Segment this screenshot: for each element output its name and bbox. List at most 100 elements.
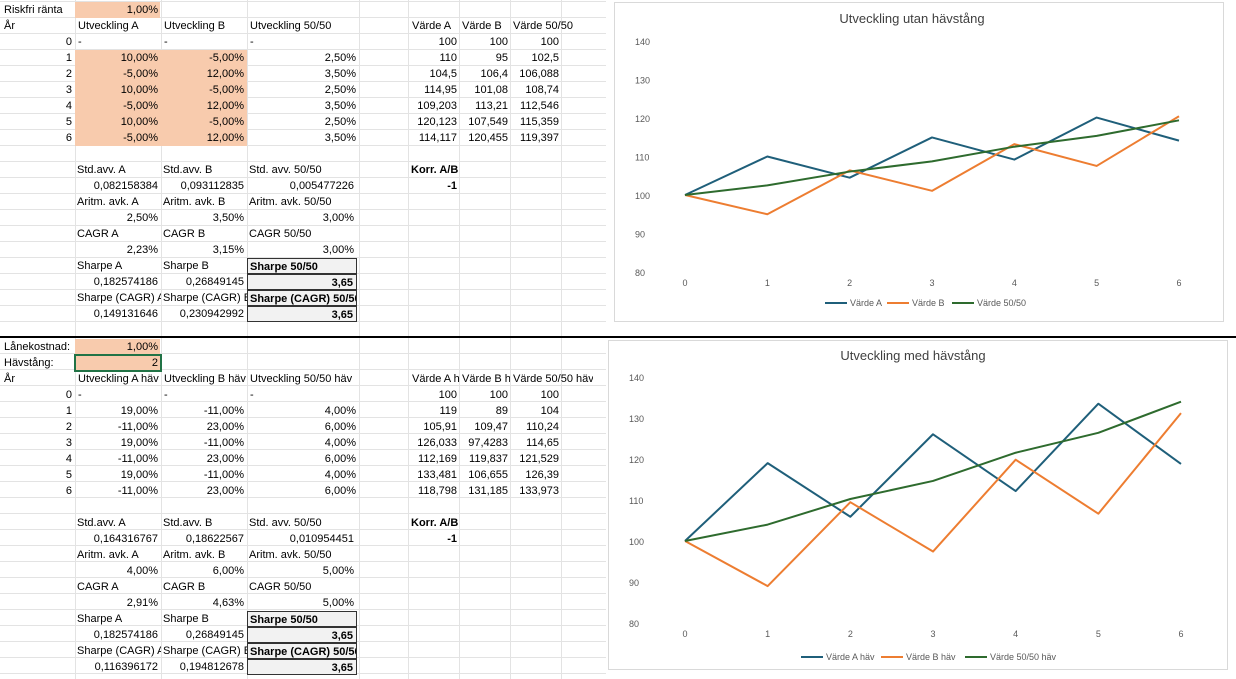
val-a-cell[interactable]: 126,033 bbox=[417, 437, 457, 449]
utv-b-cell[interactable]: 12,00% bbox=[161, 66, 247, 82]
loan-input[interactable]: 1,00% bbox=[75, 339, 160, 355]
sharpec_a-value[interactable]: 0,116396172 bbox=[94, 661, 158, 673]
utv-b-cell[interactable]: - bbox=[164, 36, 168, 48]
utv-b-cell[interactable]: 23,00% bbox=[206, 421, 244, 433]
val-5050-cell[interactable]: 115,359 bbox=[520, 116, 559, 128]
utv-a-cell[interactable]: 19,00% bbox=[120, 437, 158, 449]
val-b-cell[interactable]: 106,655 bbox=[468, 469, 508, 481]
val-b-cell[interactable]: 131,185 bbox=[468, 485, 508, 497]
mean_b-value[interactable]: 6,00% bbox=[212, 565, 244, 577]
mean_b-value[interactable]: 3,50% bbox=[212, 212, 244, 224]
cagr_a-value[interactable]: 2,23% bbox=[126, 244, 158, 256]
val-5050-cell[interactable]: 114,65 bbox=[526, 437, 559, 449]
utv-5050-cell[interactable]: 3,50% bbox=[324, 132, 356, 144]
val-a-cell[interactable]: 118,798 bbox=[418, 485, 457, 497]
utv-5050-cell[interactable]: 2,50% bbox=[324, 84, 356, 96]
val-5050-cell[interactable]: 106,088 bbox=[519, 68, 559, 80]
sharpec_a-value[interactable]: 0,149131646 bbox=[93, 308, 158, 320]
utv-5050-cell[interactable]: 6,00% bbox=[324, 453, 356, 465]
chart-med-havstang[interactable]: Utveckling med hävstång 80 90 100 110 120 130 1… bbox=[608, 340, 1228, 670]
utv-5050-cell[interactable]: 4,00% bbox=[324, 437, 356, 449]
cagr_a-value[interactable]: 2,91% bbox=[126, 597, 158, 609]
val-5050-cell[interactable]: 108,74 bbox=[525, 84, 559, 96]
val-a-cell[interactable]: 105,91 bbox=[423, 421, 457, 433]
std_ab-value[interactable]: 0,005477226 bbox=[289, 180, 354, 192]
utv-a-cell[interactable]: 10,00% bbox=[75, 50, 161, 66]
val-b-cell[interactable]: 100 bbox=[489, 36, 508, 48]
val-5050-cell[interactable]: 133,973 bbox=[519, 485, 559, 497]
val-a-cell[interactable]: 100 bbox=[438, 36, 457, 48]
sharpec_ab-value[interactable]: 3,65 bbox=[247, 306, 357, 322]
val-a-cell[interactable]: 114,117 bbox=[418, 132, 457, 144]
val-5050-cell[interactable]: 121,529 bbox=[519, 453, 559, 465]
sharpe_a-value[interactable]: 0,182574186 bbox=[93, 629, 158, 641]
corr-value[interactable]: -1 bbox=[447, 533, 457, 545]
utv-b-cell[interactable]: - bbox=[164, 389, 168, 401]
val-a-cell[interactable]: 114,95 bbox=[424, 84, 457, 96]
utv-a-cell[interactable]: -11,00% bbox=[117, 485, 158, 497]
utv-a-cell[interactable]: - bbox=[78, 36, 82, 48]
utv-5050-cell[interactable]: 2,50% bbox=[324, 52, 356, 64]
cagr_ab-value[interactable]: 5,00% bbox=[322, 597, 354, 609]
val-b-cell[interactable]: 113,21 bbox=[475, 100, 508, 112]
val-a-cell[interactable]: 133,481 bbox=[417, 469, 457, 481]
leverage-input[interactable]: 2 bbox=[75, 355, 160, 371]
val-b-cell[interactable]: 100 bbox=[489, 389, 508, 401]
val-a-cell[interactable]: 100 bbox=[438, 389, 457, 401]
corr-value[interactable]: -1 bbox=[447, 180, 457, 192]
utv-5050-cell[interactable]: 6,00% bbox=[324, 485, 356, 497]
val-a-cell[interactable]: 110 bbox=[439, 52, 457, 64]
val-5050-cell[interactable]: 104 bbox=[540, 405, 559, 417]
utv-5050-cell[interactable]: 6,00% bbox=[324, 421, 356, 433]
sharpec_ab-value[interactable]: 3,65 bbox=[247, 659, 357, 675]
val-5050-cell[interactable]: 126,39 bbox=[525, 469, 559, 481]
utv-5050-cell[interactable]: 4,00% bbox=[324, 469, 356, 481]
sharpec_b-value[interactable]: 0,194812678 bbox=[179, 661, 244, 673]
mean_ab-value[interactable]: 3,00% bbox=[322, 212, 354, 224]
val-b-cell[interactable]: 119,837 bbox=[469, 453, 508, 465]
utv-5050-cell[interactable]: 4,00% bbox=[324, 405, 356, 417]
utv-b-cell[interactable]: 12,00% bbox=[161, 130, 247, 146]
mean_a-value[interactable]: 4,00% bbox=[126, 565, 158, 577]
val-5050-cell[interactable]: 110,24 bbox=[526, 421, 559, 433]
sharpe_b-value[interactable]: 0,26849145 bbox=[185, 276, 244, 288]
val-b-cell[interactable]: 109,47 bbox=[474, 421, 508, 433]
val-a-cell[interactable]: 104,5 bbox=[429, 68, 457, 80]
val-a-cell[interactable]: 109,203 bbox=[417, 100, 457, 112]
utv-5050-cell[interactable]: - bbox=[250, 36, 254, 48]
utv-a-cell[interactable]: 19,00% bbox=[120, 405, 158, 417]
mean_ab-value[interactable]: 5,00% bbox=[322, 565, 354, 577]
utv-b-cell[interactable]: 12,00% bbox=[161, 98, 247, 114]
val-5050-cell[interactable]: 102,5 bbox=[531, 52, 559, 64]
val-b-cell[interactable]: 101,08 bbox=[474, 84, 508, 96]
mean_a-value[interactable]: 2,50% bbox=[126, 212, 158, 224]
sharpe_a-value[interactable]: 0,182574186 bbox=[93, 276, 158, 288]
utv-a-cell[interactable]: -11,00% bbox=[117, 453, 158, 465]
utv-a-cell[interactable]: 10,00% bbox=[75, 82, 161, 98]
utv-b-cell[interactable]: -11,00% bbox=[203, 405, 244, 417]
utv-a-cell[interactable]: -5,00% bbox=[75, 98, 161, 114]
sharpe_ab-value[interactable]: 3,65 bbox=[247, 274, 357, 290]
sharpe_ab-value[interactable]: 3,65 bbox=[247, 627, 357, 643]
utv-a-cell[interactable]: -5,00% bbox=[75, 130, 161, 146]
utv-b-cell[interactable]: -11,00% bbox=[203, 437, 244, 449]
val-b-cell[interactable]: 97,4283 bbox=[468, 437, 508, 449]
val-b-cell[interactable]: 95 bbox=[495, 52, 508, 64]
val-b-cell[interactable]: 106,4 bbox=[480, 68, 508, 80]
riskfree-input[interactable]: 1,00% bbox=[75, 2, 160, 18]
utv-a-cell[interactable]: 10,00% bbox=[75, 114, 161, 130]
utv-a-cell[interactable]: -11,00% bbox=[117, 421, 158, 433]
std_ab-value[interactable]: 0,010954451 bbox=[289, 533, 354, 545]
val-b-cell[interactable]: 120,455 bbox=[468, 132, 508, 144]
cagr_b-value[interactable]: 4,63% bbox=[212, 597, 244, 609]
val-5050-cell[interactable]: 112,546 bbox=[520, 100, 559, 112]
chart-utan-havstang[interactable]: Utveckling utan hävstång 80 90 100 110 120 130… bbox=[614, 2, 1224, 322]
std_b-value[interactable]: 0,093112835 bbox=[180, 180, 244, 192]
utv-5050-cell[interactable]: 3,50% bbox=[324, 100, 356, 112]
val-a-cell[interactable]: 119 bbox=[439, 405, 457, 417]
utv-5050-cell[interactable]: - bbox=[250, 389, 254, 401]
sharpe_b-value[interactable]: 0,26849145 bbox=[185, 629, 244, 641]
utv-a-cell[interactable]: - bbox=[78, 389, 82, 401]
utv-b-cell[interactable]: -5,00% bbox=[161, 114, 247, 130]
utv-a-cell[interactable]: -5,00% bbox=[75, 66, 161, 82]
